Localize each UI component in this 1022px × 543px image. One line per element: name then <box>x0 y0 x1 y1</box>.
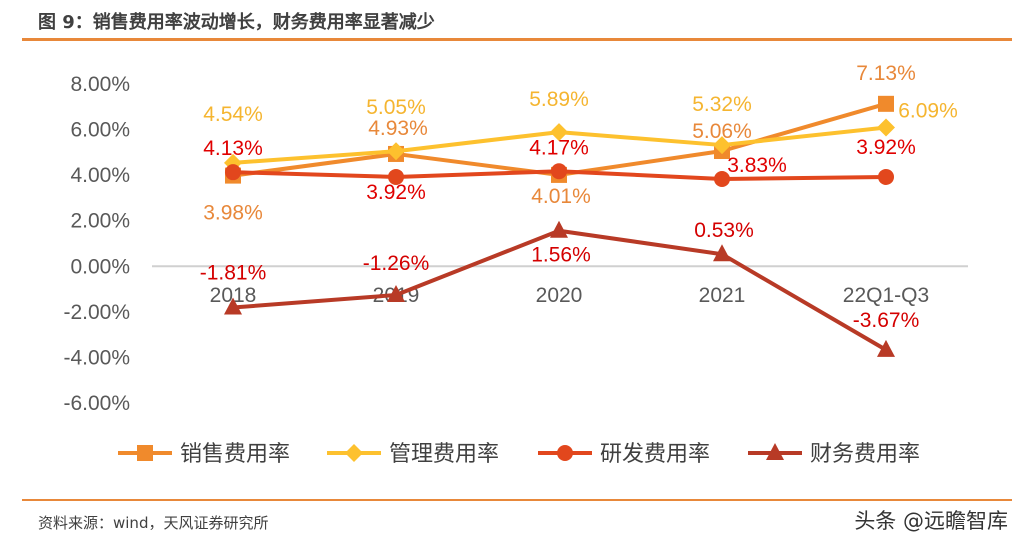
data-label: 3.98% <box>203 202 263 225</box>
y-tick-label: 4.00% <box>70 164 130 187</box>
marker-circle <box>225 164 241 181</box>
y-tick-label: -4.00% <box>63 346 130 369</box>
line-chart: -6.00% -4.00% -2.00% 0.00% 2.00% 4.00% 6.00% 8.… <box>63 62 968 466</box>
marker-square <box>878 95 894 112</box>
title-divider <box>22 38 1012 41</box>
data-label: 5.89% <box>529 88 589 111</box>
data-label: 3.92% <box>856 136 916 159</box>
figure-title: 图 9：销售费用率波动增长，财务费用率显著减少 <box>38 12 435 33</box>
marker-circle <box>388 168 404 185</box>
marker-triangle <box>224 297 242 315</box>
data-label: 4.01% <box>531 185 591 208</box>
data-label: -3.67% <box>853 309 920 332</box>
marker-circle <box>714 171 730 188</box>
marker-triangle <box>713 244 731 262</box>
marker-circle <box>557 445 573 461</box>
marker-triangle <box>387 284 405 302</box>
x-tick-label: 2020 <box>536 284 583 307</box>
legend-label: 销售费用率 <box>180 441 290 466</box>
data-label: 3.92% <box>366 181 426 204</box>
y-tick-label: -6.00% <box>63 392 130 415</box>
marker-diamond <box>877 118 895 137</box>
y-tick-label: 8.00% <box>70 73 130 96</box>
data-label: 0.53% <box>694 219 754 242</box>
marker-diamond <box>387 142 405 161</box>
data-label: 7.13% <box>856 62 916 85</box>
data-label: 3.83% <box>727 154 787 177</box>
data-label: 6.09% <box>898 100 958 123</box>
legend-label: 财务费用率 <box>810 441 920 466</box>
footer-divider <box>22 499 1012 501</box>
marker-square <box>137 445 153 461</box>
data-label: -1.26% <box>363 252 430 275</box>
x-tick-label: 2018 <box>210 284 257 307</box>
data-label: 1.56% <box>531 244 591 267</box>
marker-diamond <box>550 123 568 142</box>
x-tick-label: 22Q1-Q3 <box>843 284 929 307</box>
data-label: 4.93% <box>368 117 428 140</box>
y-tick-label: 6.00% <box>70 119 130 142</box>
marker-triangle <box>550 220 568 238</box>
data-label: 4.54% <box>203 103 263 126</box>
marker-diamond <box>345 444 363 462</box>
data-label: 4.17% <box>529 136 589 159</box>
x-tick-label: 2021 <box>699 284 746 307</box>
data-label: 5.05% <box>366 96 426 119</box>
marker-triangle <box>877 339 895 357</box>
marker-circle <box>878 168 894 185</box>
y-tick-label: -2.00% <box>63 301 130 324</box>
legend-label: 研发费用率 <box>600 441 710 466</box>
marker-diamond <box>713 136 731 155</box>
source-note: 资料来源：wind，天风证券研究所 <box>38 514 269 532</box>
data-label: 4.13% <box>203 137 263 160</box>
data-label: -1.81% <box>200 262 267 285</box>
data-label: 5.32% <box>692 93 752 116</box>
y-tick-label: 0.00% <box>70 255 130 278</box>
data-label: 5.06% <box>692 120 752 143</box>
marker-triangle <box>766 443 784 460</box>
watermark: 头条 @远瞻智库 <box>854 509 1008 533</box>
marker-circle <box>551 163 567 180</box>
legend-label: 管理费用率 <box>389 441 499 466</box>
y-tick-label: 2.00% <box>70 210 130 233</box>
